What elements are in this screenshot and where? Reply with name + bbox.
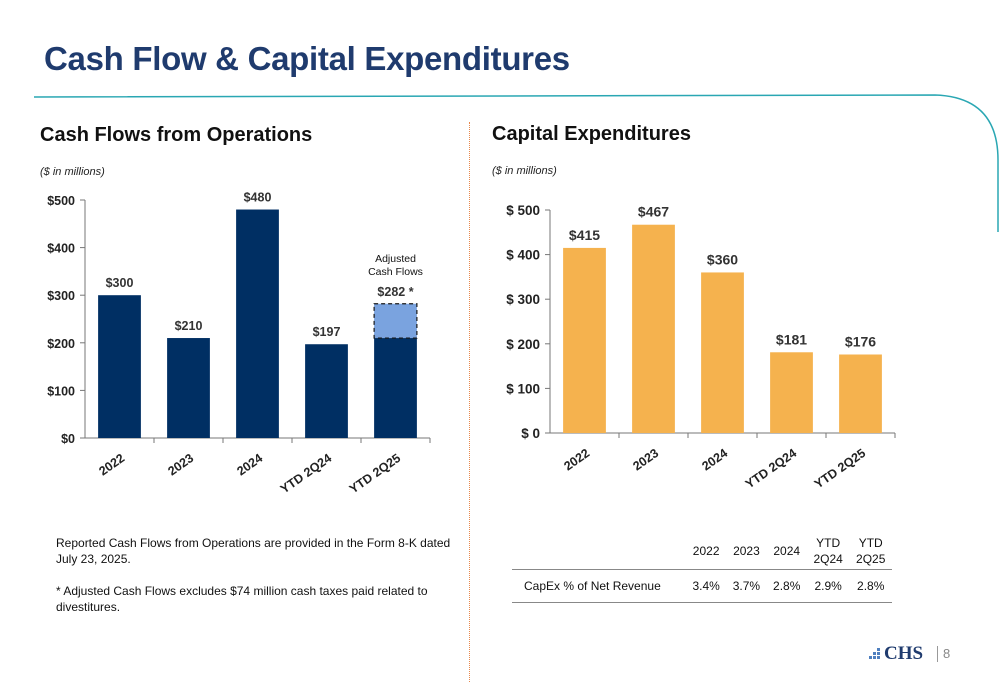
- y-tick-label: $ 200: [506, 337, 540, 352]
- data-label-ytd-2q24: $181: [776, 331, 807, 347]
- capex-table-header-2022: 2022: [692, 544, 720, 558]
- y-tick-label: $500: [47, 194, 75, 208]
- cash-flows-note-2: * Adjusted Cash Flows excludes $74 milli…: [56, 584, 428, 614]
- cash-flows-heading: Cash Flows from Operations: [40, 124, 313, 146]
- capex-table-header-row: 2022 2023 2024 YTD 2Q24 YTD 2Q25: [512, 533, 892, 570]
- adjusted-cash-flows-label-line1: Adjusted: [375, 253, 416, 265]
- bar-ytd-2q24: [770, 352, 813, 433]
- bar-2023: [632, 224, 675, 433]
- capex-table-cell-ytd-2q24: 2.9%: [814, 579, 842, 593]
- capex-table-cell-2022: 3.4%: [692, 579, 720, 593]
- x-tick-label-ytd-2q24: YTD 2Q24: [278, 451, 334, 496]
- capex-chart: $ 0 $ 100 $ 200 $ 300 $ 400 $ 500 $415 2022 $467…: [506, 203, 896, 490]
- x-tick-label-2024: 2024: [699, 446, 730, 473]
- section-divider: [469, 122, 470, 682]
- y-tick-label: $ 500: [506, 203, 540, 218]
- capex-table-header-2023: 2023: [733, 544, 760, 558]
- bar-2024: [701, 272, 744, 433]
- bar-2023: [167, 338, 210, 438]
- bar-2024: [236, 209, 279, 438]
- cash-flows-units: ($ in millions): [40, 166, 105, 178]
- page-title: Cash Flow & Capital Expenditures: [44, 40, 570, 77]
- y-tick-label: $200: [47, 337, 75, 351]
- capex-table-header-ytd-2q25: YTD 2Q25: [856, 536, 886, 566]
- y-tick-label: $300: [47, 289, 75, 303]
- cash-flows-chart: $0 $100 $200 $300 $400 $500 $300 2022 $210 2023 $4…: [47, 191, 431, 496]
- capex-table-cell-2024: 2.8%: [773, 579, 801, 593]
- capex-table-cell-ytd-2q25: 2.8%: [857, 579, 885, 593]
- data-label-ytd-2q25: $176: [845, 334, 876, 350]
- y-tick-label: $100: [47, 384, 75, 398]
- page-number: 8: [943, 646, 951, 661]
- bar-ytd-2q24: [305, 344, 348, 438]
- data-label-2022: $300: [106, 276, 134, 290]
- header-accent-line: [33, 94, 999, 232]
- bar-2022: [98, 295, 141, 438]
- capex-table-header-ytd-2q24: YTD 2Q24: [813, 536, 843, 566]
- bar-2022: [563, 247, 606, 433]
- data-label-2024: $360: [707, 251, 738, 267]
- cash-flows-note-1: Reported Cash Flows from Operations are …: [56, 536, 451, 566]
- adjusted-cash-flows-label-line2: Cash Flows: [368, 266, 423, 278]
- page-number-separator: [937, 646, 938, 662]
- y-tick-label: $ 400: [506, 248, 540, 263]
- capex-table-cell-2023: 3.7%: [732, 579, 761, 593]
- data-label-2023: $210: [175, 319, 203, 333]
- data-label-2024: $480: [244, 191, 272, 205]
- bar-ytd-2q25: [839, 354, 882, 433]
- y-tick-label: $ 0: [521, 426, 540, 441]
- chs-logo-icon: [869, 648, 880, 659]
- x-tick-label-2024: 2024: [234, 451, 265, 478]
- capex-table-header-blank: [512, 533, 686, 570]
- capex-percent-table: 2022 2023 2024 YTD 2Q24 YTD 2Q25 CapEx %…: [512, 533, 892, 603]
- y-tick-label: $0: [61, 432, 75, 446]
- chs-logo: CHS: [884, 643, 924, 664]
- data-label-2023: $467: [638, 204, 669, 220]
- y-tick-label: $ 300: [506, 292, 540, 307]
- y-tick-label: $ 100: [506, 381, 540, 396]
- x-tick-label-ytd-2q24: YTD 2Q24: [743, 446, 799, 490]
- capex-heading: Capital Expenditures: [492, 123, 691, 145]
- y-tick-label: $400: [47, 242, 75, 256]
- x-tick-label-2022: 2022: [561, 446, 592, 473]
- x-tick-label-ytd-2q25: YTD 2Q25: [347, 451, 403, 496]
- capex-table-header-2024: 2024: [773, 544, 801, 558]
- x-tick-label-2022: 2022: [96, 451, 127, 478]
- bar-adjusted-ytd-2q25: [373, 303, 418, 339]
- x-tick-label-2023: 2023: [165, 451, 196, 478]
- capex-units: ($ in millions): [492, 165, 557, 177]
- bar-ytd-2q25: [374, 338, 417, 438]
- data-label-ytd-2q25: $282 *: [377, 285, 413, 299]
- x-tick-label-2023: 2023: [630, 446, 661, 473]
- table-row: CapEx % of Net Revenue 3.4% 3.7% 2.8% 2.…: [512, 570, 892, 603]
- x-tick-label-ytd-2q25: YTD 2Q25: [812, 446, 868, 490]
- data-label-ytd-2q24: $197: [313, 325, 341, 339]
- capex-table-row-label: CapEx % of Net Revenue: [524, 579, 661, 593]
- data-label-2022: $415: [569, 227, 600, 243]
